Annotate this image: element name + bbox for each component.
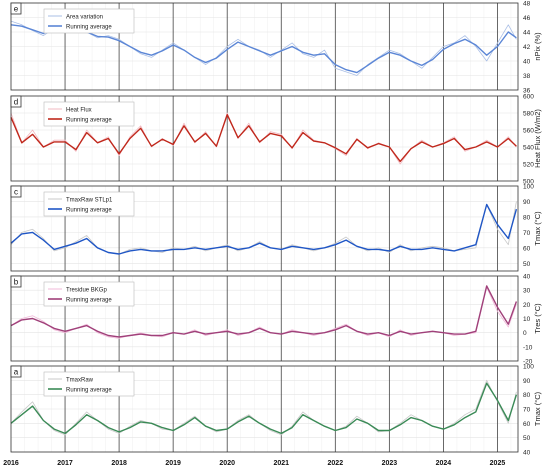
- x-tick-label: 2022: [328, 460, 344, 467]
- panel-label: a: [14, 368, 19, 377]
- y-tick-label: 40: [523, 59, 531, 66]
- y-tick-label: 80: [523, 392, 531, 399]
- panel-label-box: [10, 95, 22, 108]
- y-tick-label: 90: [523, 378, 531, 385]
- y-tick-label: 500: [523, 179, 534, 186]
- legend-entry: TmaxRaw: [66, 378, 94, 384]
- y-tick-label: 36: [523, 88, 531, 95]
- x-tick-label: 2018: [111, 460, 127, 467]
- x-tick-label: 2025: [490, 460, 506, 467]
- running-average-line: [10, 203, 518, 255]
- y-tick-label: 50: [523, 261, 531, 268]
- legend-entry: Running average: [66, 208, 112, 214]
- y-tick-label: 60: [523, 421, 531, 428]
- y-tick-label: 70: [523, 230, 531, 237]
- legend-entry: Heat Flux: [66, 108, 92, 114]
- x-tick-label: 2017: [57, 460, 73, 467]
- panel-label-box: [10, 2, 22, 15]
- panel-label-box: [10, 275, 22, 288]
- y-axis-label: Tres (°C): [533, 303, 542, 334]
- y-tick-label: 600: [523, 94, 534, 101]
- y-tick-label: 44: [523, 30, 531, 37]
- legend-entry: Running average: [66, 118, 112, 124]
- plot-frame: [10, 95, 519, 182]
- legend-entry: TmaxRaw STLp1: [66, 198, 113, 204]
- y-tick-label: 30: [523, 288, 531, 295]
- y-tick-label: 100: [523, 184, 534, 191]
- y-axis-label: Tmax (°C): [533, 211, 542, 246]
- panel-label: b: [14, 278, 19, 287]
- y-tick-label: 40: [523, 274, 531, 281]
- y-tick-label: 48: [523, 1, 531, 8]
- panel-label-box: [10, 365, 22, 378]
- y-axis-label: Tmax (°C): [533, 391, 542, 426]
- y-tick-label: 20: [523, 302, 531, 309]
- y-tick-label: -20: [523, 359, 533, 366]
- plot-frame: [10, 2, 519, 91]
- panel-e: 36 38 40 42 44 46 48 nPix (%) e Area variation Run…: [10, 1, 542, 95]
- y-tick-label: 100: [523, 364, 534, 371]
- panel-d: 500 520 540 560 580 600 Heat Flux (W/m2) d Heat …: [10, 94, 542, 186]
- y-tick-label: 560: [523, 128, 534, 135]
- legend-box: [43, 371, 135, 397]
- y-tick-label: 60: [523, 245, 531, 252]
- legend-entry: Running average: [66, 25, 112, 31]
- legend-box: [43, 8, 135, 34]
- x-tick-label: 2021: [273, 460, 289, 467]
- y-tick-label: 10: [523, 316, 531, 323]
- panel-b: -20 -10 0 10 20 30 40 Tres (°C) b Tresidue BKGp Ru…: [10, 274, 542, 366]
- x-tick-label: 2023: [382, 460, 398, 467]
- y-tick-label: 520: [523, 162, 534, 169]
- legend-box: [43, 101, 135, 127]
- y-tick-label: 90: [523, 199, 531, 206]
- x-tick-label: 2019: [165, 460, 181, 467]
- y-tick-label: 40: [523, 450, 531, 457]
- y-tick-label: 42: [523, 44, 531, 51]
- panel-label-box: [10, 185, 22, 198]
- panel-c: 50 60 70 80 90 100 Tmax (°C) c TmaxRaw STLp1 Runn…: [10, 184, 542, 272]
- y-tick-label: -10: [523, 344, 533, 351]
- x-tick-label: 2016: [3, 460, 19, 467]
- panel-label: d: [14, 98, 18, 107]
- y-tick-label: 80: [523, 214, 531, 221]
- y-axis-label: nPix (%): [533, 32, 542, 61]
- plot-frame: [10, 365, 519, 453]
- plot-frame: [10, 275, 519, 362]
- running-average-line: [10, 20, 517, 74]
- legend-box: [43, 191, 135, 217]
- y-tick-label: 580: [523, 111, 534, 118]
- y-tick-label: 70: [523, 407, 531, 414]
- y-tick-label: 50: [523, 435, 531, 442]
- y-tick-label: 46: [523, 15, 531, 22]
- panel-label: e: [14, 5, 19, 14]
- panel-label: c: [14, 188, 18, 197]
- legend-entry: Area variation: [66, 15, 103, 21]
- x-tick-label: 2024: [436, 460, 452, 467]
- y-axis-label: Heat Flux (W/m2): [533, 109, 542, 168]
- y-tick-label: 540: [523, 145, 534, 152]
- panel-a: 40 50 60 70 80 90 100 Tmax (°C) a TmaxRaw Running …: [10, 364, 542, 457]
- running-average-line: [10, 113, 517, 163]
- y-tick-label: 38: [523, 73, 531, 80]
- legend-entry: Running average: [66, 298, 112, 304]
- running-average-line: [10, 382, 518, 435]
- running-average-line: [10, 285, 518, 338]
- legend-entry: Running average: [66, 388, 112, 394]
- legend-entry: Tresidue BKGp: [66, 288, 107, 294]
- y-tick-label: 0: [523, 330, 527, 337]
- legend-box: [43, 281, 135, 307]
- plot-frame: [10, 185, 519, 272]
- x-tick-label: 2020: [219, 460, 235, 467]
